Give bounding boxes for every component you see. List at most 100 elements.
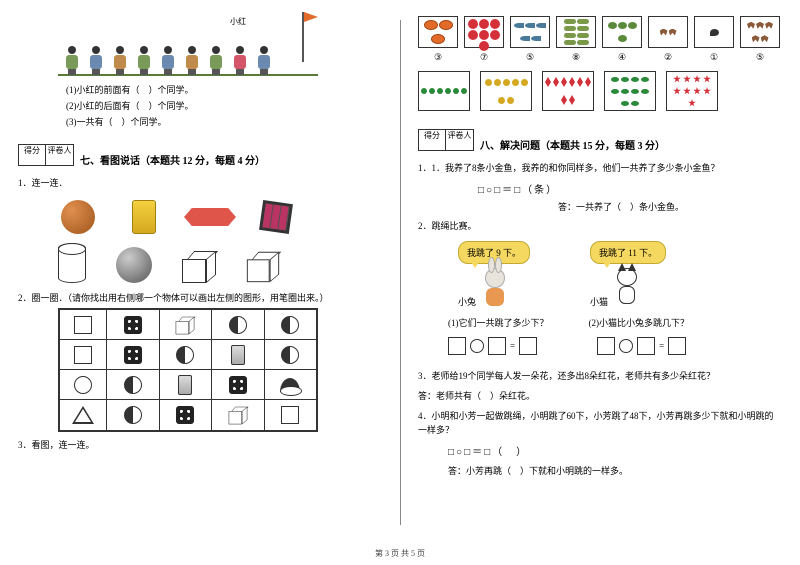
q8-1-eq: □○□＝□（条）	[478, 181, 782, 196]
count-box	[556, 16, 596, 48]
color-box	[542, 71, 594, 111]
lead-shape	[60, 370, 107, 399]
score-box-8: 得分 评卷人	[418, 129, 474, 151]
color-box	[666, 71, 718, 111]
cylinder-icon	[58, 243, 86, 283]
rubik-icon	[256, 197, 296, 237]
color-box	[604, 71, 656, 111]
circled-number: ⑤	[740, 52, 780, 63]
right-column: ③⑦⑤⑧④②①⑤ 得分 评卷人 八、解决问题（本题共 15 分，每题 3 分） …	[400, 0, 800, 565]
circled-number: ③	[418, 52, 458, 63]
candy-icon	[190, 197, 230, 237]
option-shape	[160, 310, 212, 339]
circled-number: ④	[602, 52, 642, 63]
basketball-icon	[58, 197, 98, 237]
table-row	[60, 370, 316, 400]
option-shape	[212, 310, 264, 339]
child-icon	[112, 46, 128, 74]
grader-label: 评卷人	[46, 144, 74, 166]
q8-4-eq: □○□＝□（ ）	[448, 443, 782, 458]
child-icon	[208, 46, 224, 74]
q7-2: 2．圈一圈．（请你找出用右侧哪一个物体可以画出左侧的图形，用笔圈出来。）	[18, 291, 382, 304]
q8-1-ans: 答：一共养了（ ）条小金鱼。	[558, 200, 782, 213]
circled-number: ⑧	[556, 52, 596, 63]
option-shape	[160, 370, 212, 399]
rabbit-label: 小兔	[458, 295, 476, 308]
cat-label: 小猫	[590, 295, 608, 308]
score-box-7: 得分 评卷人	[18, 144, 74, 166]
q8-4-ans: 答：小芳再跳（ ）下就和小明跳的一样多。	[448, 464, 782, 478]
count-box	[602, 16, 642, 48]
real-objects-row	[58, 197, 382, 237]
q7-1: 1．连一连．	[18, 176, 382, 189]
color-box	[418, 71, 470, 111]
section-7-title: 七、看图说话（本题共 12 分，每题 4 分）	[80, 152, 265, 167]
geometry-row	[58, 243, 382, 283]
count-box	[464, 16, 504, 48]
q8-1-text: 1．1．我养了8条小金鱼，我养的和你同样多，他们一共养了多少条小金鱼？	[418, 161, 782, 175]
table-row	[60, 400, 316, 430]
rabbit-block: 我跳了 9 下。 小兔	[458, 241, 530, 308]
lead-shape	[60, 310, 107, 339]
cube-icon-2	[247, 250, 279, 282]
score-label: 得分	[18, 144, 46, 166]
count-box	[418, 16, 458, 48]
child-icon	[160, 46, 176, 74]
child-icon	[256, 46, 272, 74]
section-8-title: 八、解决问题（本题共 15 分，每题 3 分）	[480, 137, 665, 152]
q8-2-sub2: (2)小猫比小兔多跳几下？	[589, 316, 690, 329]
lead-shape	[60, 340, 107, 369]
option-shape	[212, 370, 264, 399]
option-shape	[212, 400, 264, 430]
lead-shape	[60, 400, 107, 430]
option-shape	[107, 310, 159, 339]
option-shape	[265, 370, 316, 399]
grader-label: 评卷人	[446, 129, 474, 151]
circled-number: ⑦	[464, 52, 504, 63]
score-label: 得分	[418, 129, 446, 151]
sphere-icon	[116, 247, 152, 283]
q-line-1: (1)小红的前面有（ ）个同学。	[66, 82, 382, 98]
cat-bubble: 我跳了 11 下。	[590, 241, 666, 264]
option-shape	[160, 340, 212, 369]
shape-table	[58, 308, 318, 432]
circled-number: ①	[694, 52, 734, 63]
q8-3-text: 3．老师给19个同学每人发一朵花，还多出8朵红花，老师共有多少朵红花？	[418, 369, 782, 383]
child-icon	[88, 46, 104, 74]
cat-icon	[612, 268, 642, 308]
circled-numbers-row: ③⑦⑤⑧④②①⑤	[418, 52, 782, 63]
left-column: 小红 (1)小红的前面有（ ）个同学。 (2)小红的后面有（ ）个同学。 (3)…	[0, 0, 400, 565]
cube-icon	[182, 249, 216, 283]
can-icon	[124, 197, 164, 237]
scene-questions: (1)小红的前面有（ ）个同学。 (2)小红的后面有（ ）个同学。 (3)一共有…	[66, 82, 382, 130]
q-line-3: (3)一共有（ ）个同学。	[66, 114, 382, 130]
option-shape	[265, 310, 316, 339]
eq-box-2: =	[597, 337, 686, 355]
option-shape	[265, 340, 316, 369]
q-line-2: (2)小红的后面有（ ）个同学。	[66, 98, 382, 114]
animals-scene: 我跳了 9 下。 小兔 我跳了 11 下。 小猫	[458, 241, 782, 308]
xiaohong-label: 小红	[230, 16, 246, 27]
child-icon	[184, 46, 200, 74]
child-icon	[64, 46, 80, 74]
q8-2-sub1: (1)它们一共跳了多少下？	[448, 316, 549, 329]
count-box	[694, 16, 734, 48]
color-box	[480, 71, 532, 111]
count-box	[648, 16, 688, 48]
children-scene: 小红	[58, 20, 318, 76]
table-row	[60, 340, 316, 370]
option-shape	[107, 340, 159, 369]
flag-icon	[302, 12, 304, 62]
circled-number: ⑤	[510, 52, 550, 63]
option-shape	[265, 400, 316, 430]
q7-3: 3．看图，连一连。	[18, 438, 382, 451]
q8-2-title: 2．跳绳比赛。	[418, 219, 782, 233]
count-box	[510, 16, 550, 48]
circled-number: ②	[648, 52, 688, 63]
rabbit-icon	[480, 268, 510, 308]
option-shape	[212, 340, 264, 369]
q8-4-text: 4．小明和小芳一起做跳绳，小明跳了60下，小芳跳了48下，小芳再跳多少下就和小明…	[418, 409, 782, 437]
page-footer: 第 3 页 共 5 页	[0, 548, 800, 559]
child-icon	[136, 46, 152, 74]
count-boxes-row	[418, 16, 782, 48]
